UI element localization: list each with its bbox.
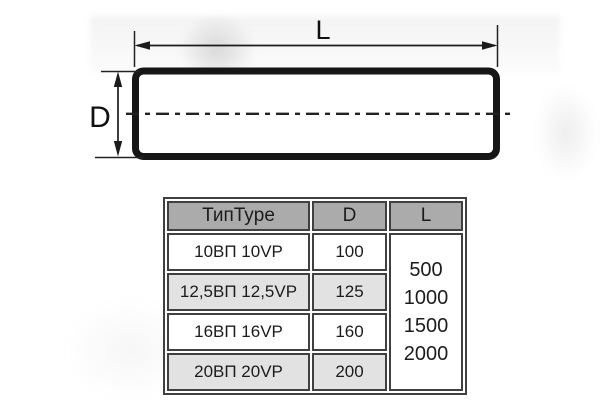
l-value: 500 bbox=[409, 259, 443, 281]
spec-table: ТипType D L 10ВП 10VP 100 500 1000 1500 … bbox=[163, 197, 467, 395]
d-cell: 200 bbox=[312, 353, 387, 391]
type-cell: 12,5ВП 12,5VP bbox=[167, 273, 310, 311]
arrowhead-up-icon bbox=[113, 71, 123, 87]
l-value: 1500 bbox=[403, 315, 449, 337]
arrowhead-right-icon bbox=[482, 41, 498, 50]
table-header-row: ТипType D L bbox=[167, 201, 463, 231]
header-l: L bbox=[389, 201, 463, 231]
d-cell: 160 bbox=[312, 313, 387, 351]
duct-drawing: L D bbox=[89, 15, 513, 160]
l-value: 2000 bbox=[403, 343, 449, 365]
header-type: ТипType bbox=[167, 201, 310, 231]
l-values-cell: 500 1000 1500 2000 bbox=[389, 233, 463, 391]
table-row: 10ВП 10VP 100 500 1000 1500 2000 bbox=[167, 233, 463, 391]
arrowhead-down-icon bbox=[113, 141, 123, 157]
header-d: D bbox=[312, 201, 387, 231]
length-label: L bbox=[315, 15, 330, 45]
table-row: 20ВП 20VP 200 bbox=[167, 353, 463, 391]
table-row: 16ВП 16VP 160 bbox=[167, 313, 463, 351]
d-cell: 100 bbox=[312, 233, 387, 271]
type-cell: 10ВП 10VP bbox=[167, 233, 310, 271]
type-cell: 16ВП 16VP bbox=[167, 313, 310, 351]
d-cell: 125 bbox=[312, 273, 387, 311]
arrowhead-left-icon bbox=[134, 41, 150, 50]
diameter-label: D bbox=[89, 101, 111, 134]
type-cell: 20ВП 20VP bbox=[167, 353, 310, 391]
table-row: 12,5ВП 12,5VP 125 bbox=[167, 273, 463, 311]
l-value: 1000 bbox=[403, 287, 449, 309]
